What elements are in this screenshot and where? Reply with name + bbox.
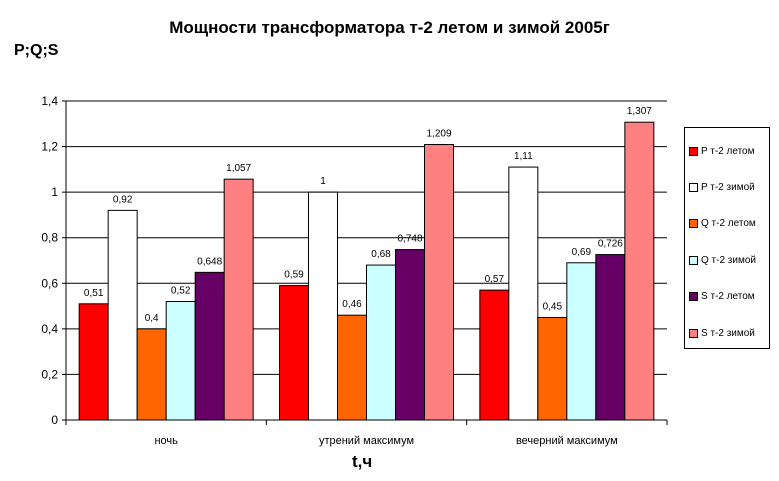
bar [566,262,597,421]
x-axis-label: t,ч [352,452,373,471]
legend-swatch [689,183,698,193]
legend-label: S т-2 летом [701,291,755,303]
bar [223,178,254,421]
y-tick-label: 0,6 [41,276,58,290]
y-axis-label: P;Q;S [14,42,59,59]
data-label: 0,52 [171,286,191,297]
data-label: 1,057 [226,163,251,174]
y-tick-label: 0 [51,413,58,427]
y-tick-label: 1,4 [41,94,58,108]
legend-item: P т-2 летом [689,133,769,169]
data-label: 0,57 [485,274,505,285]
legend-swatch [689,219,698,229]
bar [136,328,167,421]
bar [595,254,626,421]
data-label: 1,307 [627,106,652,117]
y-tick-label: 0,8 [41,231,58,245]
y-tick-label: 1,2 [41,140,58,154]
bar [308,191,338,421]
bar [479,289,510,421]
legend-label: P т-2 летом [701,145,755,157]
legend-swatch [689,328,698,338]
chart-title: Мощности трансформатора т-2 летом и зимо… [169,18,610,37]
legend-item: Q т-2 летом [689,206,769,242]
bar [366,264,396,421]
bar [508,166,539,421]
data-label: 0,46 [342,299,362,310]
bar [107,209,138,421]
data-label: 0,92 [113,194,133,205]
data-label: 0,68 [371,249,391,260]
data-label: 0,69 [572,247,592,258]
legend-item: Q т-2 зимой [689,242,769,278]
bar [337,314,367,421]
bar [279,285,309,421]
legend-label: Q т-2 зимой [701,254,756,266]
x-tick-label: утрений максимум [319,435,414,447]
x-tick-label: ночь [154,435,178,447]
legend-item: S т-2 зимой [689,315,769,351]
y-tick-label: 0,4 [41,322,58,336]
bar [537,316,568,421]
legend-item: P т-2 зимой [689,169,769,205]
bar [424,144,454,421]
legend-label: Q т-2 летом [701,218,756,230]
legend-swatch [689,146,698,156]
legend: P т-2 летом P т-2 зимой Q т-2 летом Q т-2 з… [684,127,770,349]
legend-label: S т-2 зимой [701,327,755,339]
data-label: 0,726 [598,239,623,250]
bar [78,303,109,421]
legend-label: P т-2 зимой [701,182,755,194]
bar [624,121,655,421]
data-label: 0,648 [197,256,222,267]
data-label: 0,748 [397,234,422,245]
data-label: 0,51 [84,288,104,299]
legend-swatch [689,255,698,265]
bar [194,271,225,421]
data-label: 0,4 [145,313,159,324]
data-label: 1,209 [426,129,451,140]
legend-swatch [689,292,698,302]
bar [395,249,425,421]
data-label: 0,59 [284,270,304,281]
data-label: 0,45 [543,301,563,312]
x-tick-label: вечерний максимум [516,435,618,447]
data-label: 1,11 [514,151,533,162]
bar [165,301,196,421]
data-label: 1 [320,176,326,187]
legend-item: S т-2 летом [689,279,769,315]
y-tick-label: 0,2 [41,367,58,381]
y-tick-label: 1 [51,185,58,199]
